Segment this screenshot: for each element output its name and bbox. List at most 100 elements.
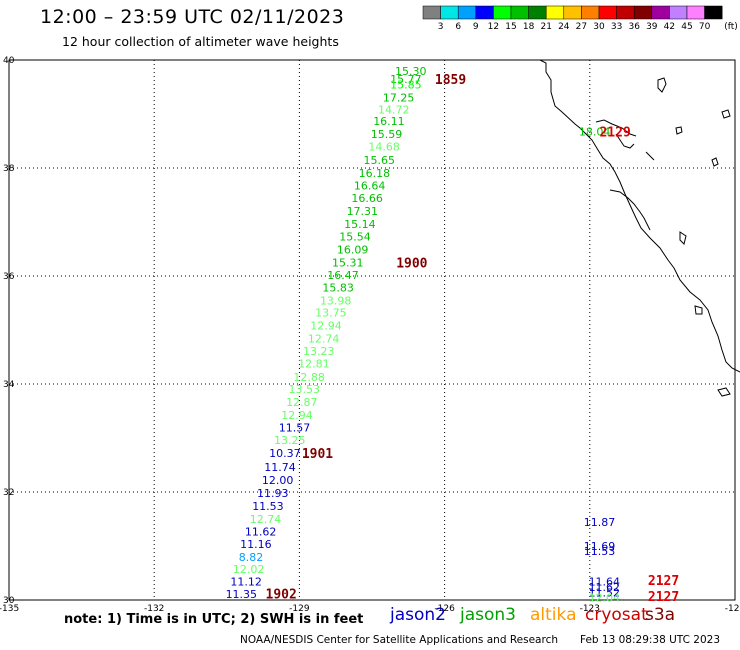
color-level-label: 45: [681, 22, 692, 32]
wave-height-value: 12.02: [233, 563, 265, 576]
wave-height-value: 15.14: [344, 218, 376, 231]
wave-height-value: 12.94: [281, 409, 313, 422]
wave-height-value: 12.04: [589, 591, 621, 604]
credit-line: NOAA/NESDIS Center for Satellite Applica…: [240, 634, 558, 646]
wave-height-value: 10.37: [269, 447, 301, 460]
wave-height-labels: 15.3015.7715.8517.2514.7216.1115.5914.68…: [226, 65, 621, 604]
wave-height-value: 16.09: [337, 244, 369, 257]
coastline: [539, 59, 740, 397]
legend-jason3: jason3: [460, 605, 516, 625]
color-level-label: 3: [438, 22, 444, 32]
wave-height-value: 11.74: [264, 461, 296, 474]
wave-height-value: 15.65: [364, 154, 396, 167]
wave-height-value: 16.64: [354, 179, 386, 192]
color-level-label: 70: [699, 22, 711, 32]
wave-height-value: 16.47: [327, 269, 359, 282]
wave-height-value: 12.94: [310, 320, 342, 333]
wave-height-value: 16.11: [373, 115, 405, 128]
color-level-label: 39: [646, 22, 658, 32]
legend-s3a: s3a: [645, 605, 676, 625]
x-tick-label: -135: [0, 604, 19, 614]
color-unit-label: (ft): [724, 22, 738, 32]
color-swatch: [651, 5, 670, 20]
pass-time-label: 1900: [396, 257, 427, 272]
wave-height-value: 15.54: [339, 231, 371, 244]
pass-time-label: 1901: [302, 447, 333, 462]
plot-border: [8, 59, 736, 601]
x-tick-label: -129: [289, 604, 310, 614]
color-swatch: [528, 5, 547, 20]
color-swatch: [475, 5, 494, 20]
y-tick-label: 38: [3, 164, 15, 174]
y-tick-label: 34: [3, 380, 15, 390]
color-level-label: 6: [455, 22, 461, 32]
footnote: note: 1) Time is in UTC; 2) SWH is in fe…: [64, 612, 364, 627]
color-swatch: [493, 5, 512, 20]
wave-height-value: 17.25: [383, 91, 415, 104]
wave-height-value: 14.72: [378, 104, 410, 117]
wave-height-value: 12.74: [308, 333, 340, 346]
y-tick-label: 32: [3, 488, 14, 498]
wave-height-value: 15.31: [332, 257, 364, 270]
wave-height-value: 15.85: [390, 78, 422, 91]
wave-height-value: 11.35: [226, 588, 258, 601]
y-tick-label: 40: [3, 56, 15, 66]
color-swatch: [704, 5, 723, 20]
color-level-label: 18: [523, 22, 535, 32]
wave-height-value: 12.00: [262, 474, 294, 487]
wave-height-value: 15.83: [322, 281, 354, 294]
wave-height-value: 11.64: [589, 576, 621, 589]
wave-height-value: 11.62: [589, 581, 621, 594]
wave-height-value: 12.88: [293, 371, 325, 384]
color-swatch: [581, 5, 600, 20]
wave-height-value: 15.30: [395, 65, 427, 78]
wave-height-value: 13.53: [288, 383, 320, 396]
pass-time-label: 2127: [648, 574, 679, 589]
wave-height-value: 11.93: [257, 487, 289, 500]
wave-height-value: 11.16: [240, 538, 272, 551]
wave-height-value: 15.77: [390, 73, 422, 86]
wave-height-value: 13.25: [274, 434, 306, 447]
legend-altika: altika: [530, 605, 577, 625]
lat-lon-grid: [8, 59, 736, 601]
wave-height-value: 12.87: [286, 396, 318, 409]
wave-height-value: 11.12: [230, 576, 262, 589]
wave-height-value: 12.74: [250, 513, 282, 526]
wave-height-value: 17.31: [347, 205, 379, 218]
wave-height-value: 13.75: [315, 307, 347, 320]
wave-height-value: 8.82: [239, 551, 264, 564]
x-tick-label: -126: [434, 604, 455, 614]
color-level-label: 15: [505, 22, 516, 32]
wave-height-value: 11.52: [589, 586, 621, 599]
color-level-label: 24: [558, 22, 570, 32]
wave-height-value: 13.23: [303, 345, 335, 358]
wave-height-value: 11.53: [252, 500, 284, 513]
color-swatch: [457, 5, 477, 20]
wave-height-value: 11.62: [245, 525, 277, 538]
wave-height-value: 11.57: [279, 422, 311, 435]
x-tick-label: -132: [144, 604, 164, 614]
color-level-label: 21: [540, 22, 551, 32]
pass-time-label: 2127: [648, 590, 679, 605]
legend-jason2: jason2: [390, 605, 446, 625]
color-swatch: [686, 5, 705, 20]
wave-height-value: 13.98: [320, 294, 352, 307]
wave-height-value: 16.66: [351, 192, 383, 205]
wave-height-value: 11.69: [584, 540, 616, 553]
wave-height-value: 15.59: [371, 128, 403, 141]
color-level-label: 27: [576, 22, 587, 32]
chart-title: 12:00 – 23:59 UTC 02/11/2023: [40, 6, 345, 28]
wave-height-value: 18.04: [579, 125, 611, 138]
color-level-label: 30: [593, 22, 605, 32]
generated-timestamp: Feb 13 08:29:38 UTC 2023: [580, 634, 720, 646]
wave-height-value: 12.81: [298, 357, 330, 370]
color-level-label: 36: [628, 22, 640, 32]
color-swatch: [563, 5, 582, 20]
pass-time-label: 2129: [599, 125, 630, 140]
color-level-label: 42: [664, 22, 675, 32]
color-swatch: [545, 5, 565, 20]
axis-tick-labels: -135 -132 -129 -126 -123 -120 30 32 34 36 38 40: [0, 56, 740, 614]
legend-cryosat: cryosat: [585, 605, 648, 625]
